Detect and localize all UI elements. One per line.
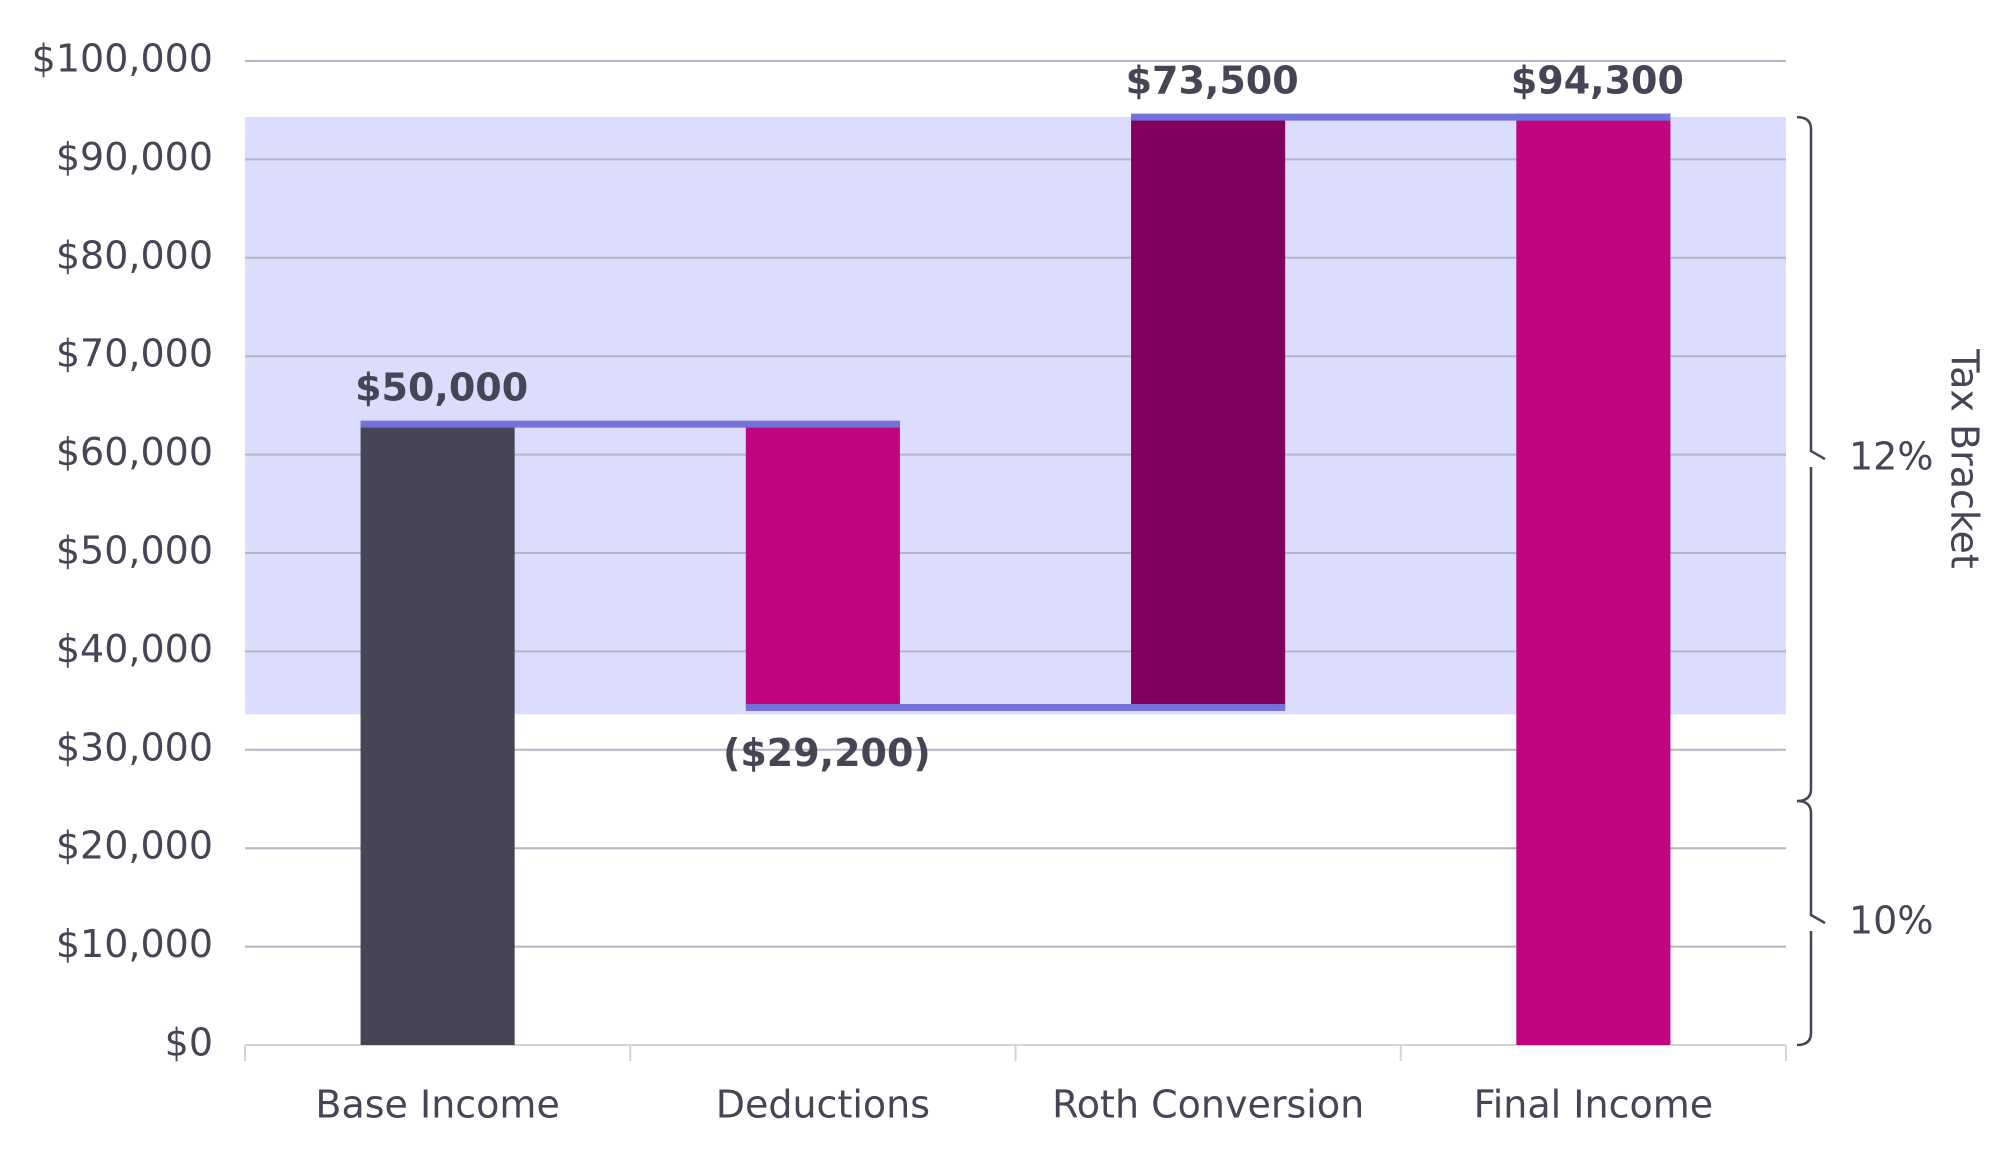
y-tick-label: $30,000 bbox=[56, 725, 213, 769]
y-tick-label: $60,000 bbox=[56, 430, 213, 474]
y-tick-label: $50,000 bbox=[56, 529, 213, 573]
y2-axis-title: Tax Bracket bbox=[1943, 348, 1987, 569]
bar bbox=[1131, 117, 1286, 708]
y-tick-label: $10,000 bbox=[56, 922, 213, 966]
bar bbox=[745, 424, 900, 708]
y-tick-label: $90,000 bbox=[56, 135, 213, 179]
bracket bbox=[1796, 799, 1826, 1047]
y-tick-label: $70,000 bbox=[56, 332, 213, 376]
y-tick-label: $0 bbox=[165, 1021, 213, 1065]
bar-label: $50,000 bbox=[355, 366, 528, 410]
y-tick-label: $80,000 bbox=[56, 233, 213, 277]
x-tick-label: Deductions bbox=[716, 1083, 930, 1127]
bar bbox=[1516, 117, 1671, 1045]
y-tick-label: $20,000 bbox=[56, 824, 213, 868]
bracket-label: 10% bbox=[1849, 898, 1933, 942]
bar bbox=[360, 424, 515, 1045]
bar-label: $94,300 bbox=[1511, 59, 1684, 103]
bar-label: $73,500 bbox=[1126, 59, 1299, 103]
y-tick-label: $40,000 bbox=[56, 627, 213, 671]
x-tick-label: Roth Conversion bbox=[1052, 1083, 1364, 1127]
bracket-label: 12% bbox=[1849, 435, 1933, 479]
bracket bbox=[1796, 115, 1826, 803]
x-tick-label: Final Income bbox=[1474, 1083, 1714, 1127]
y-tick-label: $100,000 bbox=[32, 37, 213, 81]
x-tick-label: Base Income bbox=[315, 1083, 559, 1127]
bar-label: ($29,200) bbox=[723, 731, 931, 775]
